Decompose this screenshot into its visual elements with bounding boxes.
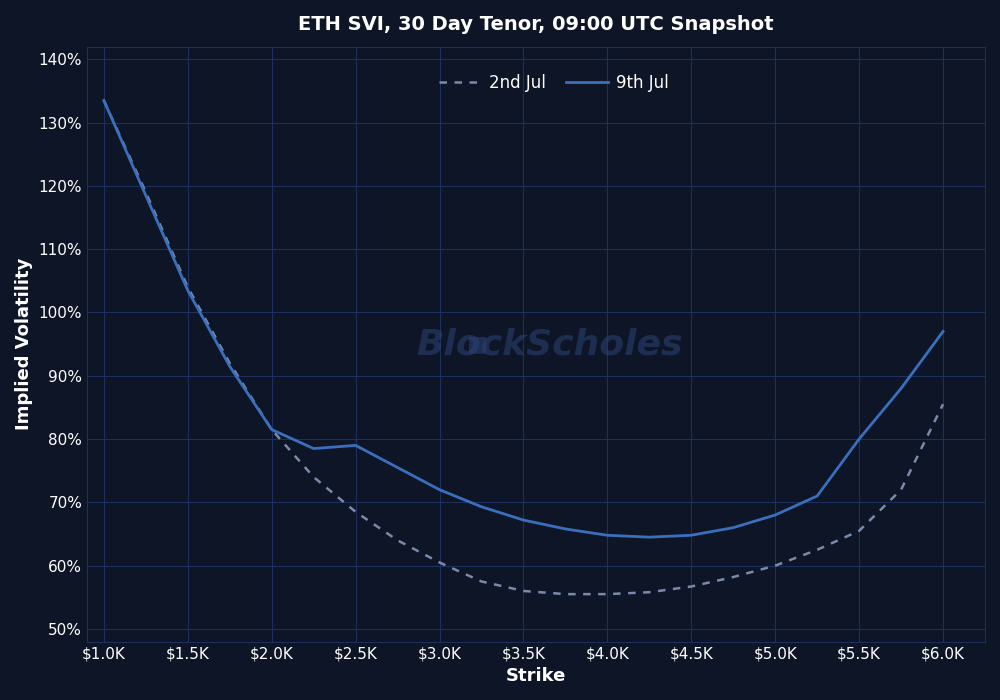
Line: 9th Jul: 9th Jul: [104, 101, 943, 537]
9th Jul: [853, 435, 865, 443]
2nd Jul: [308, 473, 320, 481]
X-axis label: Strike: Strike: [506, 667, 566, 685]
9th Jul: [98, 97, 110, 105]
9th Jul: [182, 286, 194, 295]
2nd Jul: [392, 536, 404, 545]
9th Jul: [434, 486, 446, 494]
9th Jul: [769, 511, 781, 519]
2nd Jul: [937, 400, 949, 408]
2nd Jul: [853, 526, 865, 535]
2nd Jul: [224, 359, 236, 368]
9th Jul: [643, 533, 655, 541]
Y-axis label: Implied Volatility: Implied Volatility: [15, 258, 33, 430]
9th Jul: [685, 531, 697, 540]
2nd Jul: [434, 559, 446, 567]
9th Jul: [392, 463, 404, 472]
2nd Jul: [769, 561, 781, 570]
2nd Jul: [182, 283, 194, 291]
2nd Jul: [601, 590, 613, 598]
Text: BlockScholes: BlockScholes: [416, 327, 683, 361]
9th Jul: [224, 362, 236, 370]
2nd Jul: [266, 426, 278, 434]
Line: 2nd Jul: 2nd Jul: [104, 101, 943, 594]
2nd Jul: [643, 588, 655, 596]
9th Jul: [727, 524, 739, 532]
2nd Jul: [685, 582, 697, 591]
2nd Jul: [350, 508, 362, 516]
9th Jul: [517, 516, 529, 524]
9th Jul: [308, 444, 320, 453]
9th Jul: [266, 426, 278, 434]
9th Jul: [601, 531, 613, 540]
2nd Jul: [475, 578, 487, 586]
9th Jul: [811, 492, 823, 500]
9th Jul: [559, 525, 571, 533]
Title: ETH SVI, 30 Day Tenor, 09:00 UTC Snapshot: ETH SVI, 30 Day Tenor, 09:00 UTC Snapsho…: [298, 15, 774, 34]
9th Jul: [895, 384, 907, 393]
2nd Jul: [811, 545, 823, 554]
Legend: 2nd Jul, 9th Jul: 2nd Jul, 9th Jul: [433, 67, 675, 98]
2nd Jul: [98, 97, 110, 105]
Text: ■: ■: [467, 334, 488, 354]
9th Jul: [140, 191, 152, 200]
2nd Jul: [559, 590, 571, 598]
2nd Jul: [895, 486, 907, 494]
9th Jul: [475, 503, 487, 511]
9th Jul: [350, 441, 362, 449]
2nd Jul: [517, 587, 529, 595]
2nd Jul: [727, 573, 739, 581]
2nd Jul: [140, 188, 152, 197]
9th Jul: [937, 328, 949, 336]
